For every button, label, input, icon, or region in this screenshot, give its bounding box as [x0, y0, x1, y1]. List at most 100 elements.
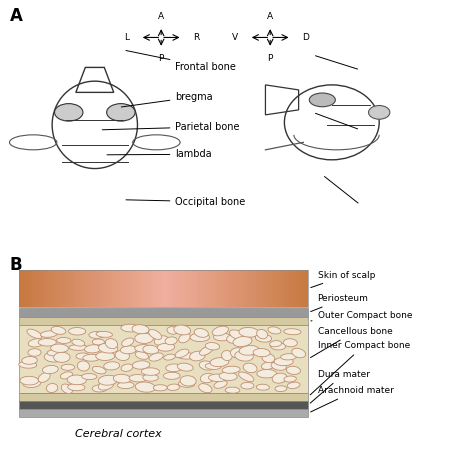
Bar [276, 270, 279, 307]
Ellipse shape [292, 348, 306, 358]
Ellipse shape [241, 382, 254, 389]
Bar [256, 270, 259, 307]
Bar [30, 270, 33, 307]
Bar [291, 270, 293, 307]
Ellipse shape [268, 327, 281, 334]
Ellipse shape [225, 387, 240, 393]
Bar [242, 270, 245, 307]
Ellipse shape [239, 345, 259, 355]
Ellipse shape [135, 345, 152, 352]
Bar [126, 270, 129, 307]
Bar [201, 270, 204, 307]
Bar [262, 270, 264, 307]
Bar [25, 270, 27, 307]
Bar [123, 270, 126, 307]
Ellipse shape [43, 365, 58, 374]
Bar [19, 325, 308, 393]
Bar [178, 270, 181, 307]
Ellipse shape [167, 327, 178, 334]
Ellipse shape [61, 384, 73, 394]
Ellipse shape [22, 356, 37, 364]
Ellipse shape [28, 349, 41, 356]
Ellipse shape [96, 331, 112, 337]
Text: Outer Compact bone: Outer Compact bone [311, 311, 412, 321]
Bar [82, 270, 85, 307]
Ellipse shape [233, 336, 252, 347]
Ellipse shape [149, 353, 163, 361]
Bar [230, 270, 233, 307]
Bar [48, 270, 51, 307]
Ellipse shape [154, 336, 168, 345]
Bar [305, 270, 308, 307]
Ellipse shape [84, 345, 101, 353]
Ellipse shape [96, 352, 115, 360]
Text: Occipital bone: Occipital bone [126, 197, 246, 207]
Bar [259, 270, 262, 307]
Ellipse shape [118, 382, 134, 389]
Bar [111, 270, 114, 307]
Ellipse shape [177, 363, 193, 371]
Ellipse shape [69, 327, 86, 335]
Bar [63, 270, 65, 307]
Ellipse shape [200, 346, 213, 355]
Ellipse shape [92, 385, 108, 392]
Bar [216, 270, 219, 307]
Ellipse shape [180, 376, 196, 386]
Bar [271, 270, 273, 307]
Bar [239, 270, 242, 307]
Ellipse shape [238, 372, 254, 381]
Ellipse shape [235, 351, 253, 361]
Bar [27, 270, 30, 307]
Bar [210, 270, 213, 307]
Bar [190, 270, 192, 307]
Ellipse shape [164, 354, 175, 360]
Bar [164, 270, 166, 307]
Ellipse shape [194, 329, 209, 337]
Bar [187, 270, 190, 307]
Bar [71, 270, 74, 307]
Bar [143, 270, 146, 307]
Ellipse shape [256, 384, 269, 390]
Bar [100, 270, 103, 307]
Bar [152, 270, 155, 307]
Ellipse shape [98, 380, 114, 390]
Text: bregma: bregma [121, 92, 213, 107]
Text: Cancellous bone: Cancellous bone [310, 327, 392, 358]
Ellipse shape [157, 343, 174, 351]
Ellipse shape [201, 373, 215, 383]
Ellipse shape [20, 376, 38, 385]
Bar [169, 270, 172, 307]
Ellipse shape [221, 350, 232, 360]
Text: Periosteum: Periosteum [310, 294, 368, 311]
Ellipse shape [28, 339, 45, 347]
Bar [132, 270, 135, 307]
Ellipse shape [272, 373, 287, 383]
Bar [129, 270, 132, 307]
Bar [184, 270, 187, 307]
Bar [192, 270, 195, 307]
Ellipse shape [61, 364, 75, 370]
Ellipse shape [219, 372, 237, 380]
Bar [77, 270, 80, 307]
Ellipse shape [227, 335, 241, 344]
Ellipse shape [129, 375, 147, 382]
Bar [300, 270, 302, 307]
Bar [245, 270, 247, 307]
Text: Parietal bone: Parietal bone [102, 122, 240, 132]
Bar [120, 270, 123, 307]
Bar [268, 270, 271, 307]
Ellipse shape [67, 375, 86, 385]
Bar [45, 270, 48, 307]
Bar [19, 270, 22, 307]
Ellipse shape [68, 384, 85, 391]
Ellipse shape [256, 330, 268, 339]
Bar [146, 270, 149, 307]
Bar [195, 270, 198, 307]
Ellipse shape [72, 339, 85, 346]
Bar [140, 270, 143, 307]
Bar [19, 393, 308, 401]
Bar [236, 270, 239, 307]
Ellipse shape [38, 372, 50, 382]
Ellipse shape [178, 380, 195, 387]
Bar [91, 270, 94, 307]
